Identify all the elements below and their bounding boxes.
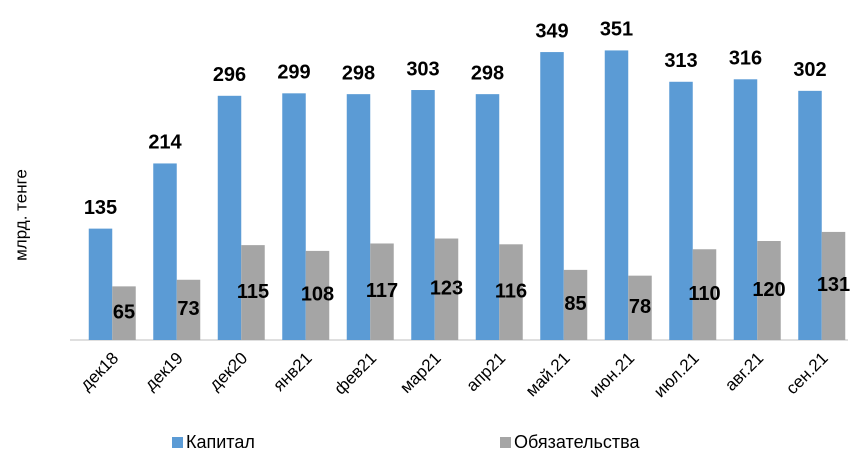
data-label: 85 [564,293,586,315]
bar [88,228,113,340]
bar [821,231,846,340]
data-label: 116 [495,280,527,302]
bar [346,94,371,341]
bar [475,94,500,341]
data-label: 298 [342,62,375,84]
bar [563,269,588,340]
data-label: 120 [752,279,785,301]
data-label: 351 [600,19,633,41]
data-label: 115 [237,281,269,303]
x-tick-label: июл.21 [650,349,703,402]
y-axis-label: млрд. тенге [11,169,30,261]
data-label: 303 [406,58,439,80]
data-label: 296 [213,64,246,86]
legend-label: Обязательства [514,432,640,452]
x-tick-label: дек20 [205,349,251,395]
data-label: 298 [471,62,504,84]
data-label: 214 [148,132,182,154]
bar [628,275,652,340]
bar [669,81,693,341]
bar [282,93,306,340]
legend-label: Капитал [186,432,255,452]
data-label: 349 [535,20,568,42]
data-label: 73 [177,298,199,320]
data-label: 108 [301,284,334,306]
bar [112,286,136,340]
x-tick-label: сен.21 [782,349,831,398]
bar [370,243,394,340]
data-label: 123 [430,278,463,300]
bar [499,244,523,340]
bar [176,279,201,340]
x-tick-label: авг.21 [721,349,767,395]
bar [241,245,265,340]
bar [798,90,822,340]
data-label: 316 [729,48,762,70]
bar [305,250,330,340]
bar [153,163,177,340]
bar [733,79,758,341]
bar [604,50,629,341]
data-label: 65 [113,301,135,323]
data-label: 135 [84,197,117,219]
bar [411,90,435,341]
data-label: 313 [664,50,697,72]
bar [757,241,781,340]
data-label: 110 [688,283,720,305]
data-label: 299 [277,62,310,84]
data-label: 131 [817,274,850,296]
x-tick-label: дек19 [141,349,187,395]
x-tick-label: дек18 [76,349,122,395]
legend-swatch [500,437,511,448]
bar [434,238,459,340]
x-tick-label: май.21 [522,349,574,401]
data-label: 302 [793,59,826,81]
bar [217,95,242,340]
data-label: 117 [366,280,398,302]
x-tick-label: июн.21 [586,349,639,402]
bar [540,52,564,340]
x-tick-label: янв21 [269,349,315,395]
x-tick-label: апр21 [463,349,510,396]
x-tick-label: мар21 [396,349,444,397]
bar [692,249,717,340]
data-label: 78 [629,296,651,318]
legend-swatch [172,437,183,448]
x-tick-label: фев21 [330,349,380,399]
